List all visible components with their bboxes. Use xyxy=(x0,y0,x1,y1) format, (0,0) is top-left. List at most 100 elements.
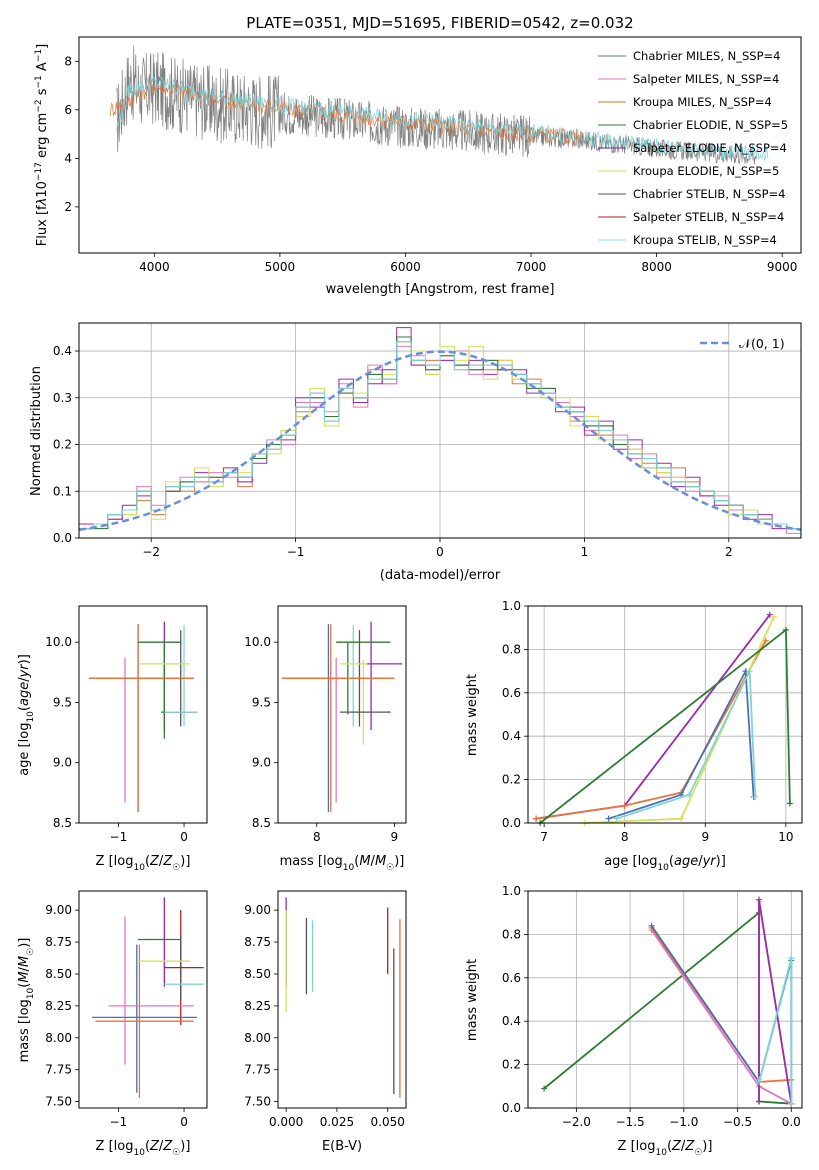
y-tick-label: 9.5 xyxy=(53,695,72,709)
y-tick-label: 8.00 xyxy=(244,1031,271,1045)
age-vs-mass-panel: 8 9 8.5 9.0 9.5 10.0 mass [log10(M/M☉)] xyxy=(244,605,407,873)
x-tick-label: 7 xyxy=(540,830,548,844)
x-tick-label: 5000 xyxy=(265,260,296,274)
y-tick-label: 0.2 xyxy=(502,1058,521,1072)
y-tick-label: 8.5 xyxy=(252,816,271,830)
data-point xyxy=(752,793,759,800)
mass-weight-vs-Z-panel: −2.0 −1.5 −1.0 −0.5 0.0 0.0 0.2 0.4 0.6 0.8 1.0 Z … xyxy=(465,884,803,1158)
y-tick-label: 9.0 xyxy=(252,756,271,770)
data-point xyxy=(746,668,753,675)
y-tick-label: 7.50 xyxy=(244,1095,271,1109)
y-axis-label: mass weight xyxy=(465,674,480,756)
legend-entry: Chabrier ELODIE, N_SSP=5 xyxy=(633,118,788,132)
mass-weight-vs-age-panel: 7 8 9 10 0.0 0.2 0.4 0.6 0.8 1.0 age [log10(age/y… xyxy=(465,599,803,873)
x-tick-label: 2 xyxy=(725,545,733,559)
y-axis-label: Flux [fλ10−17 erg cm−2 s−1 A−1] xyxy=(34,44,50,246)
x-tick-label: −1 xyxy=(110,1115,128,1129)
y-tick-label: 0.4 xyxy=(502,729,521,743)
legend-entry: Kroupa MILES, N_SSP=4 xyxy=(633,95,772,109)
x-tick-label: 8000 xyxy=(641,260,672,274)
x-tick-label: −2.0 xyxy=(562,1115,591,1129)
y-tick-label: 6 xyxy=(64,103,72,117)
y-tick-label: 8.5 xyxy=(53,816,72,830)
y-tick-label: 0.6 xyxy=(502,971,521,985)
x-tick-label: 0.025 xyxy=(320,1115,354,1129)
spectrum-series xyxy=(116,76,769,161)
legend-entry: Chabrier MILES, N_SSP=4 xyxy=(633,49,780,63)
x-tick-label: 0.0 xyxy=(782,1115,801,1129)
legend-entry: 𝒩(0, 1) xyxy=(739,336,785,351)
data-point xyxy=(756,1098,763,1105)
x-axis-label: wavelength [Angstrom, rest frame] xyxy=(326,282,555,297)
y-tick-label: 1.0 xyxy=(502,884,521,898)
x-axis-label: Z [log10(Z/Z☉)] xyxy=(96,854,191,873)
y-tick-label: 0.4 xyxy=(502,1014,521,1028)
y-tick-label: 0.0 xyxy=(502,1101,521,1115)
x-tick-label: 8 xyxy=(313,830,321,844)
x-tick-label: −1.5 xyxy=(616,1115,645,1129)
legend: Chabrier MILES, N_SSP=4 Salpeter MILES, N… xyxy=(598,49,788,247)
x-tick-label: 6000 xyxy=(390,260,421,274)
gaussian-curve xyxy=(78,350,802,532)
y-tick-label: 0.4 xyxy=(53,344,72,358)
legend-entry: Salpeter MILES, N_SSP=4 xyxy=(633,72,779,86)
data-point xyxy=(678,815,685,822)
y-tick-label: 0.2 xyxy=(53,438,72,452)
line-series xyxy=(616,670,757,820)
x-tick-label: 9 xyxy=(701,830,709,844)
y-tick-label: 7.50 xyxy=(45,1095,72,1109)
y-tick-label: 0.6 xyxy=(502,686,521,700)
y-tick-label: 8.50 xyxy=(244,967,271,981)
y-tick-label: 0.8 xyxy=(502,642,521,656)
x-tick-label: −2 xyxy=(142,545,160,559)
x-tick-label: −1 xyxy=(287,545,305,559)
y-tick-label: 8.75 xyxy=(45,935,72,949)
y-tick-label: 9.0 xyxy=(53,756,72,770)
histogram-series xyxy=(79,341,801,530)
y-axis-label: mass weight xyxy=(465,959,480,1041)
data-point xyxy=(613,815,620,822)
legend-entry: Chabrier STELIB, N_SSP=4 xyxy=(633,187,785,201)
y-axis-label: Normed distribution xyxy=(29,366,44,496)
x-tick-label: −0.5 xyxy=(723,1115,752,1129)
y-tick-label: 8 xyxy=(64,54,72,68)
y-tick-label: 7.75 xyxy=(45,1063,72,1077)
legend-entry: Salpeter STELIB, N_SSP=4 xyxy=(633,210,784,224)
x-tick-label: 4000 xyxy=(139,260,170,274)
y-tick-label: 9.00 xyxy=(45,903,72,917)
x-tick-label: 1 xyxy=(581,545,589,559)
x-axis-label: Z [log10(Z/Z☉)] xyxy=(96,1139,191,1158)
x-tick-label: 0 xyxy=(436,545,444,559)
data-point xyxy=(648,922,655,929)
y-tick-label: 9.00 xyxy=(244,903,271,917)
data-point xyxy=(766,611,773,618)
y-axis-label: age [log10(age/yr)] xyxy=(17,654,36,776)
x-tick-label: 0 xyxy=(180,1115,188,1129)
x-tick-label: 0 xyxy=(180,830,188,844)
y-tick-label: 8.25 xyxy=(244,999,271,1013)
data-point xyxy=(786,800,793,807)
y-tick-label: 0.1 xyxy=(53,484,72,498)
x-tick-label: 9000 xyxy=(767,260,798,274)
legend-entry: Salpeter ELODIE, N_SSP=4 xyxy=(633,141,787,155)
y-tick-label: 2 xyxy=(64,200,72,214)
x-tick-label: 0.000 xyxy=(269,1115,303,1129)
y-tick-label: 8.75 xyxy=(244,935,271,949)
y-tick-label: 0.8 xyxy=(502,927,521,941)
legend: 𝒩(0, 1) xyxy=(700,336,785,351)
x-axis-label: age [log10(age/yr)] xyxy=(604,854,726,873)
data-point xyxy=(770,613,777,620)
line-series xyxy=(608,667,755,820)
residuals-panel: 𝒩(0, 1) −2 −1 0 1 2 0.0 0.1 0.2 0.3 0.4 (data-mod… xyxy=(29,322,802,583)
mass-vs-EBV-panel: 0.000 0.025 0.050 7.50 7.75 8.00 8.25 8.50 8.75 9… xyxy=(244,890,407,1154)
y-tick-label: 0.0 xyxy=(53,531,72,545)
y-axis-label: mass [log10(M/M☉)] xyxy=(17,938,36,1063)
legend-entry: Kroupa ELODIE, N_SSP=5 xyxy=(633,164,779,178)
data-point xyxy=(605,815,612,822)
y-tick-label: 4 xyxy=(64,151,72,165)
data-point xyxy=(788,955,795,962)
y-tick-label: 10.0 xyxy=(244,635,271,649)
data-point xyxy=(756,1078,763,1085)
data-point xyxy=(686,791,693,798)
x-tick-label: −1.0 xyxy=(669,1115,698,1129)
